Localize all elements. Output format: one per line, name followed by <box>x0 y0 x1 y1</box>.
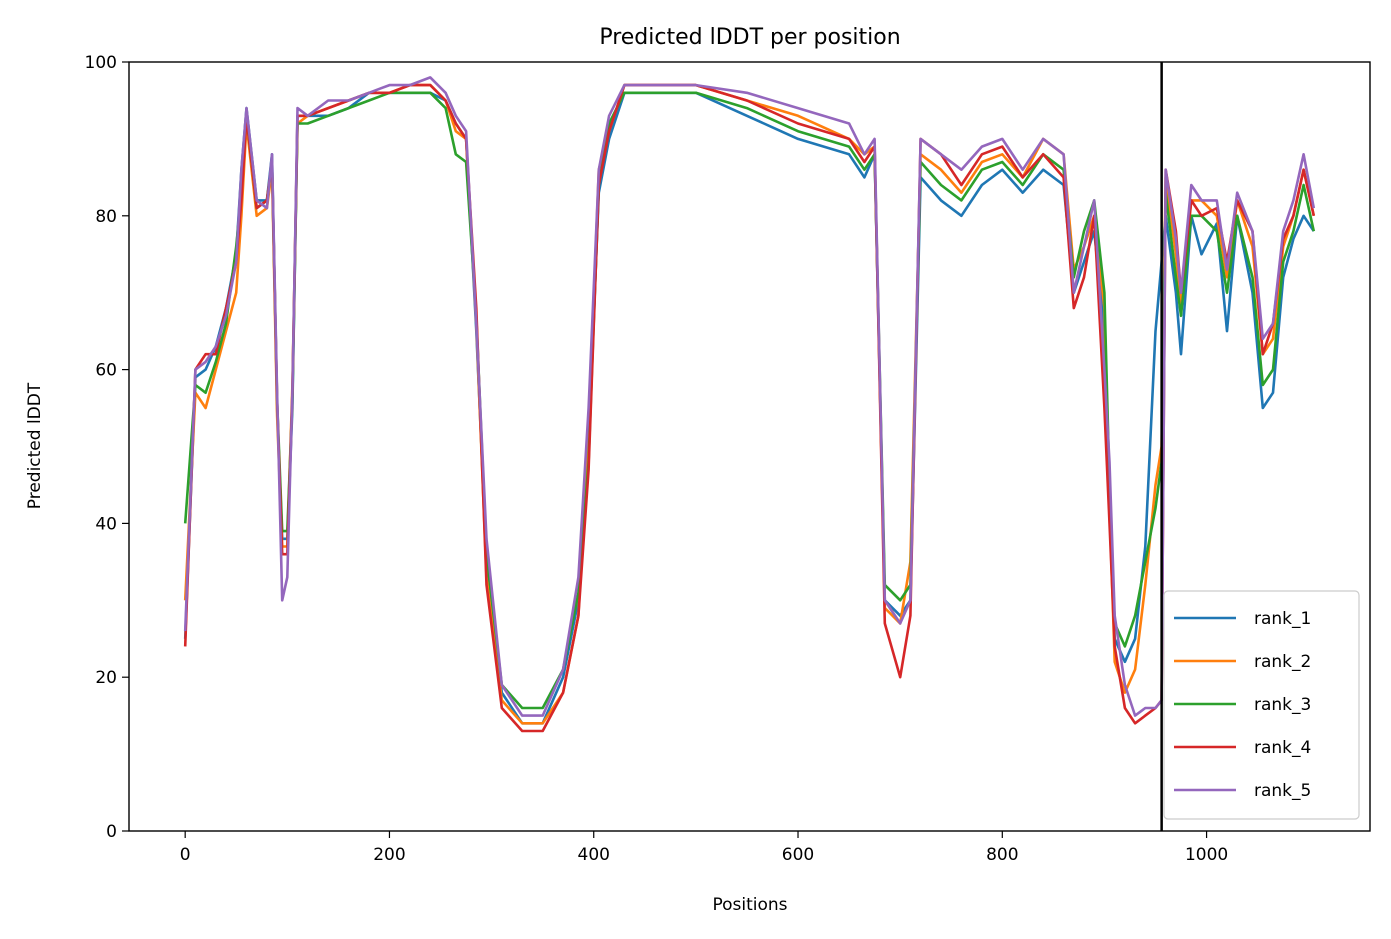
plot-frame <box>128 61 1371 832</box>
x-tick-label: 600 <box>782 845 814 865</box>
legend-label: rank_5 <box>1254 781 1311 801</box>
legend: rank_1 rank_2 rank_3 rank_4 rank_5 <box>1163 590 1360 820</box>
x-axis-label: Positions <box>712 895 787 915</box>
legend-label: rank_2 <box>1254 652 1311 672</box>
series-line-rank_5 <box>183 76 1316 717</box>
x-tick-label: 0 <box>180 845 191 865</box>
legend-label: rank_3 <box>1254 695 1311 715</box>
y-tick-label: 80 <box>95 207 117 227</box>
y-tick-label: 40 <box>95 514 117 534</box>
y-tick-label: 60 <box>95 361 117 381</box>
x-tick-label: 800 <box>986 845 1018 865</box>
legend-label: rank_1 <box>1254 609 1311 629</box>
y-axis-ticks: 0 20 40 60 80 100 <box>85 53 129 842</box>
x-axis-ticks: 0 200 400 600 800 1000 <box>180 831 1228 865</box>
y-tick-label: 100 <box>85 53 117 73</box>
plot-lines <box>183 76 1316 733</box>
x-tick-label: 200 <box>373 845 405 865</box>
x-tick-label: 1000 <box>1185 845 1228 865</box>
legend-box <box>1163 590 1360 820</box>
y-tick-label: 0 <box>106 822 117 842</box>
x-tick-label: 400 <box>578 845 610 865</box>
legend-label: rank_4 <box>1254 738 1311 758</box>
y-axis-label: Predicted lDDT <box>25 382 45 509</box>
y-tick-label: 20 <box>95 668 117 688</box>
chart-title: Predicted lDDT per position <box>599 25 900 50</box>
